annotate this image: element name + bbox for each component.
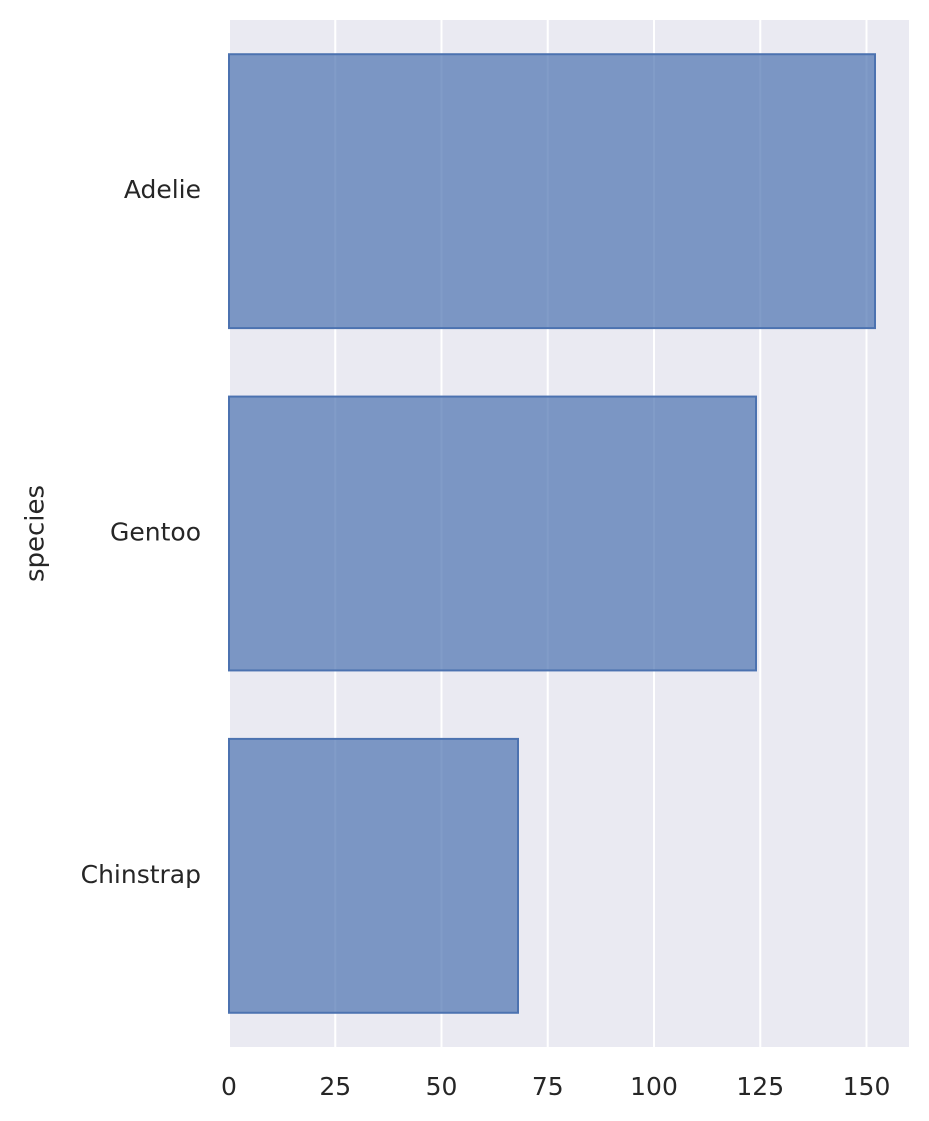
y-tick-label-adelie: Adelie bbox=[124, 175, 201, 204]
bar-gentoo bbox=[228, 395, 757, 672]
x-tick-label-1: 25 bbox=[319, 1072, 351, 1101]
bar-adelie bbox=[228, 53, 876, 330]
bars bbox=[228, 53, 876, 1014]
x-tick-labels: 0 25 50 75 100 125 150 bbox=[221, 1072, 890, 1101]
x-tick-label-0: 0 bbox=[221, 1072, 237, 1101]
x-tick-label-6: 150 bbox=[843, 1072, 891, 1101]
x-tick-label-4: 100 bbox=[630, 1072, 678, 1101]
y-axis-label: species bbox=[21, 485, 51, 582]
y-tick-labels: Adelie Gentoo Chinstrap bbox=[81, 175, 201, 889]
x-tick-label-5: 125 bbox=[736, 1072, 784, 1101]
y-tick-label-chinstrap: Chinstrap bbox=[81, 860, 201, 889]
x-tick-label-3: 75 bbox=[532, 1072, 564, 1101]
bar-chinstrap bbox=[228, 737, 519, 1014]
x-tick-label-2: 50 bbox=[426, 1072, 458, 1101]
y-tick-label-gentoo: Gentoo bbox=[110, 518, 201, 547]
